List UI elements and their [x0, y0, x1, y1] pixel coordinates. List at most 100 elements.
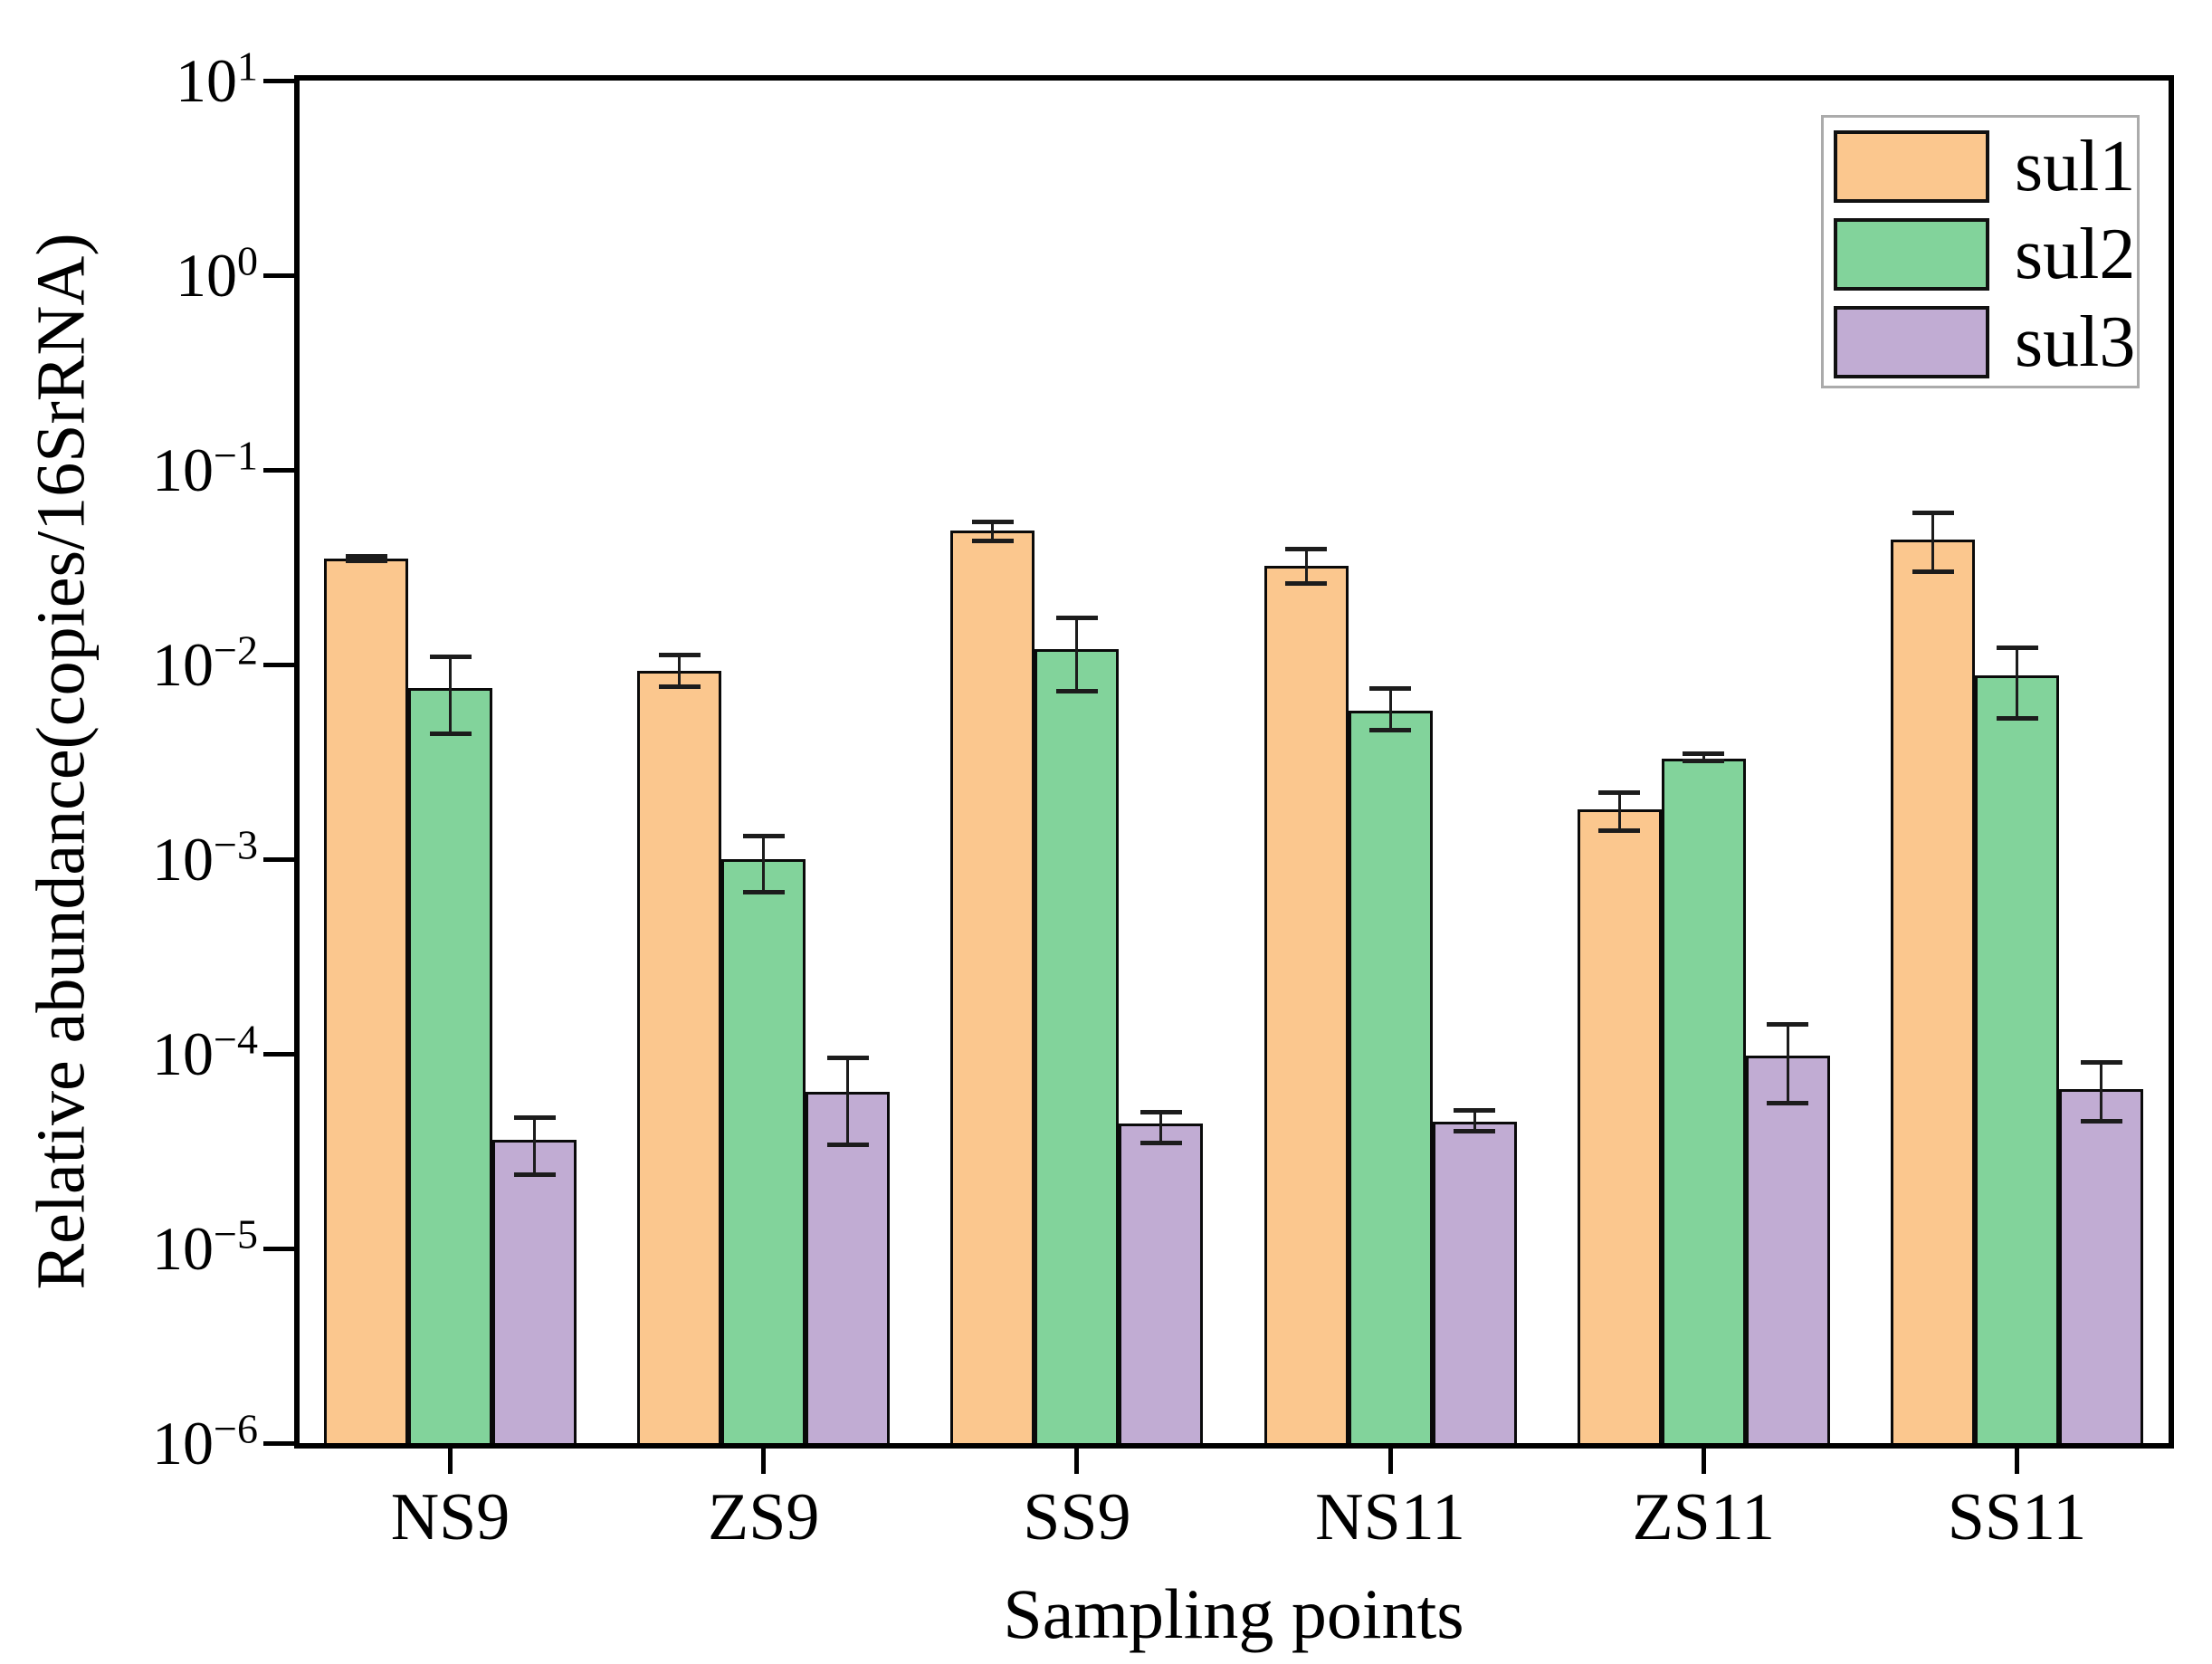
error-bar-cap: [2080, 1060, 2122, 1066]
x-tick: [1387, 1449, 1393, 1474]
error-bar-sul1-NS9: [365, 556, 367, 561]
y-tick: [263, 78, 294, 83]
bar-sul1-ZS9: [637, 670, 722, 1443]
error-bar-sul3-NS9: [533, 1117, 536, 1175]
x-tick-label-SS11: SS11: [1947, 1480, 2087, 1554]
legend-label-sul1: sul1: [2015, 127, 2136, 206]
y-tick-label: 100: [176, 237, 258, 310]
y-tick-label: 10−4: [152, 1016, 258, 1088]
error-bar-cap: [1055, 688, 1098, 693]
error-bar-cap: [742, 889, 785, 894]
error-bar-sul2-SS11: [2016, 647, 2018, 719]
y-tick-label: 10−5: [152, 1210, 258, 1283]
bar-sul2-ZS11: [1661, 758, 1746, 1443]
error-bar-sul3-ZS9: [846, 1057, 850, 1145]
y-tick: [263, 1051, 294, 1057]
legend-entry-sul3: sul3: [1834, 302, 2137, 382]
y-tick: [263, 1246, 294, 1251]
bar-sul3-ZS11: [1745, 1055, 1830, 1443]
error-bar-cap: [971, 520, 1014, 525]
x-tick: [1074, 1449, 1080, 1474]
legend-label-sul2: sul2: [2015, 215, 2136, 294]
x-tick: [1701, 1449, 1706, 1474]
error-bar-sul2-NS11: [1388, 688, 1392, 731]
bar-sul1-ZS11: [1577, 809, 1662, 1443]
error-bar-cap: [1369, 728, 1412, 732]
error-bar-cap: [1454, 1108, 1496, 1114]
bar-sul2-NS11: [1348, 710, 1433, 1443]
error-bar-sul3-ZS11: [1786, 1024, 1789, 1104]
error-bar-cap: [1598, 789, 1641, 795]
legend-swatch-sul1: [1834, 130, 1989, 203]
error-bar-sul1-ZS9: [678, 655, 682, 687]
bar-sul3-SS9: [1119, 1123, 1204, 1443]
bar-sul2-SS11: [1975, 674, 2059, 1443]
error-bar-cap: [1996, 645, 2038, 650]
error-bar-cap: [826, 1056, 869, 1061]
x-tick-label-NS9: NS9: [390, 1480, 510, 1554]
error-bar-cap: [658, 684, 701, 689]
x-axis-title: Sampling points: [1003, 1574, 1464, 1653]
error-bar-cap: [1598, 828, 1641, 834]
y-tick: [263, 662, 294, 667]
error-bar-cap: [1912, 569, 1954, 574]
x-tick-label-NS11: NS11: [1315, 1480, 1466, 1554]
error-bar-cap: [1285, 547, 1328, 552]
error-bar-sul2-ZS11: [1702, 753, 1705, 761]
error-bar-cap: [1055, 616, 1098, 621]
legend-label-sul3: sul3: [2015, 302, 2136, 382]
error-bar-cap: [1285, 581, 1328, 587]
error-bar-cap: [1139, 1140, 1182, 1145]
error-bar-cap: [429, 655, 472, 660]
legend: sul1 sul2 sul3: [1821, 115, 2140, 388]
error-bar-sul3-NS11: [1473, 1110, 1476, 1132]
y-tick-label: 10−2: [152, 626, 258, 699]
y-tick: [263, 856, 294, 862]
error-bar-sul1-NS11: [1304, 549, 1308, 584]
legend-swatch-sul2: [1834, 218, 1989, 291]
error-bar-sul2-ZS9: [762, 836, 766, 892]
bar-sul3-NS9: [492, 1140, 577, 1443]
y-tick-label: 10−6: [152, 1405, 258, 1478]
y-tick-label: 10−3: [152, 821, 258, 894]
bar-sul3-NS11: [1432, 1121, 1517, 1443]
bar-sul1-NS11: [1263, 566, 1349, 1443]
error-bar-sul2-NS9: [449, 656, 452, 734]
y-tick: [263, 273, 294, 278]
bar-sul2-SS9: [1034, 648, 1120, 1443]
y-axis-title: Relative abundance(copies/16SrRNA): [23, 233, 100, 1290]
error-bar-cap: [345, 553, 387, 559]
error-bar-cap: [1912, 511, 1954, 516]
error-bar-sul3-SS11: [2100, 1062, 2102, 1122]
error-bar-cap: [658, 652, 701, 657]
error-bar-sul1-ZS11: [1617, 792, 1621, 831]
x-tick-label-SS9: SS9: [1023, 1480, 1131, 1554]
error-bar-cap: [513, 1171, 556, 1177]
error-bar-cap: [1139, 1110, 1182, 1115]
error-bar-cap: [742, 833, 785, 838]
error-bar-cap: [2080, 1119, 2122, 1124]
error-bar-sul3-SS9: [1159, 1112, 1163, 1143]
x-tick: [2015, 1449, 2019, 1474]
error-bar-cap: [1454, 1129, 1496, 1134]
error-bar-cap: [1369, 686, 1412, 692]
error-bar-cap: [513, 1114, 556, 1120]
bar-sul1-NS9: [324, 559, 408, 1443]
bar-sul2-NS9: [408, 687, 492, 1443]
error-bar-sul2-SS9: [1075, 617, 1079, 692]
bar-sul1-SS11: [1891, 539, 1975, 1443]
error-bar-cap: [1996, 715, 2038, 721]
error-bar-cap: [345, 559, 387, 564]
error-bar-cap: [1767, 1021, 1809, 1027]
y-tick: [263, 467, 294, 473]
bar-sul3-ZS9: [806, 1091, 891, 1443]
y-tick-label: 101: [176, 43, 258, 115]
x-tick: [761, 1449, 767, 1474]
error-bar-cap: [971, 539, 1014, 544]
x-tick-label-ZS11: ZS11: [1632, 1480, 1776, 1554]
bar-sul1-SS9: [950, 530, 1035, 1443]
error-bar-cap: [1767, 1100, 1809, 1105]
y-tick: [263, 1440, 294, 1446]
legend-entry-sul2: sul2: [1834, 215, 2137, 294]
